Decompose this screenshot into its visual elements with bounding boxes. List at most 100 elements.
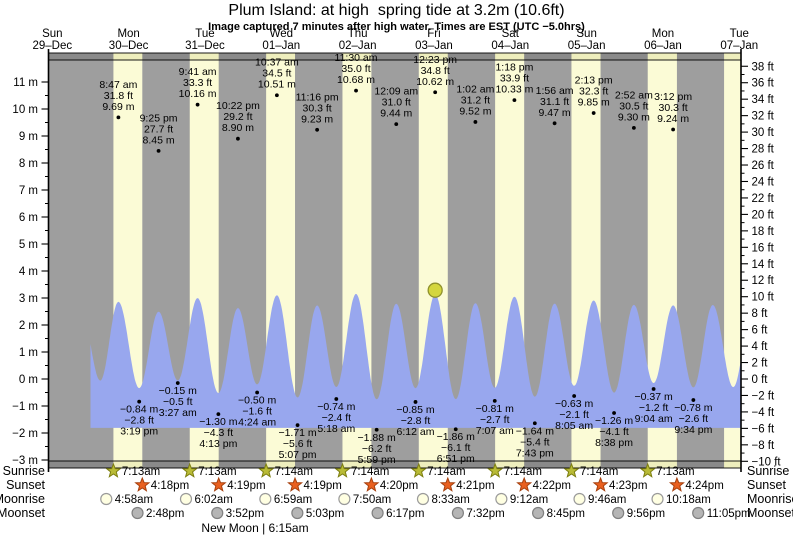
left-axis: −3 m −2 m −1 m 0 m 1 m 2 m 3 m 4 m 5 m 6 m 7 m 8 m 9… — [12, 77, 49, 467]
high-tide-time: 2:52 am — [615, 89, 653, 101]
sunrise-row-label-right: Sunrise — [747, 464, 790, 478]
moonset-entry: 5:03pm — [291, 506, 344, 520]
high-tide-dot — [116, 115, 121, 120]
high-tide-dot — [512, 98, 517, 102]
ft-axis-label: 36 ft — [752, 78, 775, 90]
high-tide-time: 8:47 am — [99, 79, 137, 91]
ft-axis-label: 16 ft — [752, 242, 775, 254]
day-date: 30–Dec — [109, 40, 149, 52]
moonset-icon — [131, 506, 144, 520]
daylight-band-bottom — [266, 461, 296, 468]
sunset-entry: 4:23pm — [592, 476, 647, 492]
tide-curve — [90, 293, 741, 428]
low-tide-metres: −0.85 m — [396, 404, 434, 416]
sunset-entry: 4:19pm — [210, 476, 266, 492]
daylight-band-bottom — [495, 461, 525, 468]
high-tide-metres: 9.30 m — [618, 111, 650, 123]
sunset-time: 4:20pm — [380, 480, 418, 492]
high-tide-metres: 9.24 m — [657, 113, 689, 125]
high-tide-dot — [631, 126, 636, 130]
low-tide-dot — [691, 398, 696, 402]
bottom-day-strip — [48, 461, 741, 468]
high-tide-time: 10:22 pm — [216, 100, 260, 112]
daylight-band-top — [342, 53, 372, 60]
high-tide-metres: 10.16 m — [179, 88, 217, 100]
sunset-star-icon — [592, 476, 609, 492]
sunrise-time: 7:14am — [427, 466, 465, 478]
low-tide-dot — [413, 400, 418, 404]
moonrise-time: 7:50am — [353, 494, 391, 506]
low-tide-time: 6:51 pm — [437, 453, 475, 465]
low-tide-feet: −4.3 ft — [204, 427, 234, 439]
day-date: 07–Jan — [720, 40, 758, 52]
moonrise-icon — [338, 492, 351, 506]
low-tide-feet: −1.6 ft — [242, 406, 272, 418]
moonset-icon — [692, 506, 705, 520]
low-tide-metres: −1.30 m — [199, 416, 237, 428]
moonset-time: 6:17pm — [386, 508, 424, 520]
day-weekday: Fri — [427, 28, 440, 40]
low-tide-annotation: −1.30 m−4.3 ft4:13 pm — [199, 412, 238, 450]
daylight-band-top — [571, 53, 601, 60]
low-tide-dot — [612, 411, 616, 415]
low-tide-time: 9:04 am — [635, 413, 673, 425]
sunrise-entry: 7:14am — [487, 462, 542, 478]
sunrise-star-icon — [334, 462, 351, 478]
low-tide-time: 8:05 am — [555, 420, 593, 432]
day-weekday: Wed — [270, 28, 293, 40]
top-day-strip — [48, 53, 741, 60]
sunset-entry: 4:20pm — [363, 476, 418, 492]
low-tide-time: 3:27 am — [159, 407, 197, 419]
day-date: 02–Jan — [339, 40, 377, 52]
chart-subtitle: Image captured 7 minutes after high wate… — [208, 21, 585, 33]
low-tide-time: 7:07 am — [476, 425, 514, 437]
ft-axis-label: 2 ft — [752, 358, 769, 370]
ft-axis-label: 22 ft — [752, 193, 775, 205]
daylight-band-top — [495, 53, 525, 60]
low-tide-time: 3:19 pm — [120, 426, 158, 438]
high-tide-dot — [156, 148, 161, 153]
sunrise-entry: 7:13am — [639, 462, 695, 478]
sunset-time: 4:23pm — [609, 480, 647, 492]
high-tide-time: 1:56 am — [536, 85, 574, 97]
chart-title: Plum Island: at high spring tide at 3.2m… — [228, 2, 565, 19]
low-tide-feet: −2.6 ft — [679, 413, 709, 425]
m-axis-label: 10 m — [12, 104, 38, 116]
moonset-entry: 11:05pm — [692, 506, 751, 520]
low-tide-metres: −1.64 m — [516, 425, 554, 437]
high-tide-metres: 9.69 m — [102, 101, 134, 113]
sunrise-time: 7:13am — [656, 466, 694, 478]
low-tide-feet: −2.7 ft — [480, 414, 510, 426]
moonset-entry: 7:32pm — [451, 506, 505, 520]
m-axis-label: −3 m — [12, 455, 38, 467]
low-tide-dot — [216, 412, 221, 416]
ft-axis-label: 34 ft — [752, 94, 775, 106]
ft-axis-label: 14 ft — [752, 259, 775, 271]
ft-axis-label: 12 ft — [752, 275, 775, 287]
moonset-icon — [211, 506, 224, 520]
sunrise-star-icon — [105, 462, 122, 478]
high-tide-metres: 9.47 m — [539, 107, 571, 119]
low-tide-feet: −1.2 ft — [639, 402, 669, 414]
sunset-star-icon — [210, 476, 227, 492]
moonrise-time: 9:12am — [510, 494, 548, 506]
low-tide-metres: −1.86 m — [437, 431, 475, 443]
high-tide-feet: 31.2 ft — [461, 94, 490, 106]
sunrise-time: 7:13am — [122, 466, 160, 478]
high-tide-time: 1:18 pm — [495, 62, 533, 74]
low-tide-feet: −4.1 ft — [599, 426, 629, 438]
low-tide-feet: −2.8 ft — [401, 415, 431, 427]
sunset-star-icon — [668, 476, 685, 492]
sunrise-star-icon — [639, 462, 656, 478]
low-tide-time: 5:59 pm — [358, 454, 396, 466]
moonrise-icon — [179, 492, 193, 506]
high-tide-dot — [354, 88, 358, 93]
sunrise-time: 7:14am — [504, 466, 542, 478]
